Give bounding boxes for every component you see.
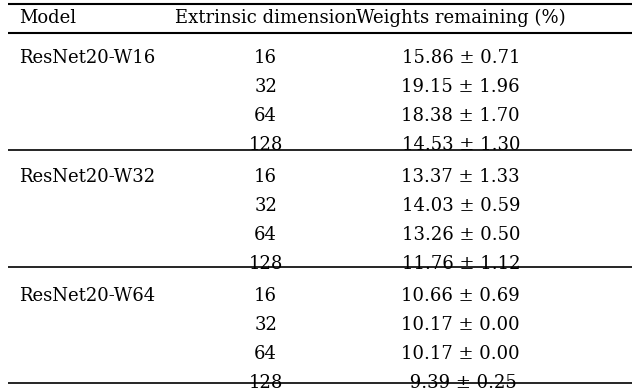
- Text: 13.26 ± 0.50: 13.26 ± 0.50: [401, 226, 520, 244]
- Text: 19.15 ± 1.96: 19.15 ± 1.96: [401, 78, 520, 96]
- Text: 128: 128: [248, 255, 283, 273]
- Text: Extrinsic dimension: Extrinsic dimension: [175, 9, 356, 27]
- Text: 10.17 ± 0.00: 10.17 ± 0.00: [401, 345, 520, 363]
- Text: 10.17 ± 0.00: 10.17 ± 0.00: [401, 316, 520, 334]
- Text: 64: 64: [254, 226, 277, 244]
- Text: 32: 32: [254, 316, 277, 334]
- Text: 32: 32: [254, 197, 277, 215]
- Text: 14.03 ± 0.59: 14.03 ± 0.59: [401, 197, 520, 215]
- Text: ResNet20-W16: ResNet20-W16: [19, 49, 156, 67]
- Text: 32: 32: [254, 78, 277, 96]
- Text: 16: 16: [254, 287, 277, 305]
- Text: 15.86 ± 0.71: 15.86 ± 0.71: [401, 49, 520, 67]
- Text: 13.37 ± 1.33: 13.37 ± 1.33: [401, 168, 520, 186]
- Text: Model: Model: [19, 9, 76, 27]
- Text: 128: 128: [248, 374, 283, 388]
- Text: 16: 16: [254, 49, 277, 67]
- Text: 16: 16: [254, 168, 277, 186]
- Text: 9.39 ± 0.25: 9.39 ± 0.25: [404, 374, 517, 388]
- Text: 64: 64: [254, 107, 277, 125]
- Text: 14.53 ± 1.30: 14.53 ± 1.30: [401, 136, 520, 154]
- Text: 18.38 ± 1.70: 18.38 ± 1.70: [401, 107, 520, 125]
- Text: ResNet20-W64: ResNet20-W64: [19, 287, 156, 305]
- Text: 64: 64: [254, 345, 277, 363]
- Text: ResNet20-W32: ResNet20-W32: [19, 168, 156, 186]
- Text: Weights remaining (%): Weights remaining (%): [356, 9, 566, 27]
- Text: 10.66 ± 0.69: 10.66 ± 0.69: [401, 287, 520, 305]
- Text: 128: 128: [248, 136, 283, 154]
- Text: 11.76 ± 1.12: 11.76 ± 1.12: [401, 255, 520, 273]
